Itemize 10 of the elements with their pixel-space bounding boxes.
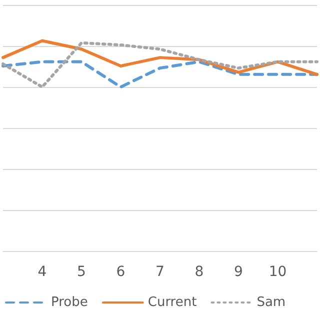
legend-label: Probe xyxy=(51,295,88,310)
legend-label: Sam xyxy=(256,295,286,310)
x-tick-label: 9 xyxy=(234,264,243,280)
x-tick-label: 10 xyxy=(268,264,287,280)
legend-label: Current xyxy=(148,295,197,310)
x-tick-label: 4 xyxy=(38,264,47,280)
x-tick-label: 8 xyxy=(194,264,204,280)
x-tick-label: 7 xyxy=(156,264,164,280)
x-tick-label: 5 xyxy=(77,264,86,280)
x-tick-label: 6 xyxy=(116,264,126,280)
